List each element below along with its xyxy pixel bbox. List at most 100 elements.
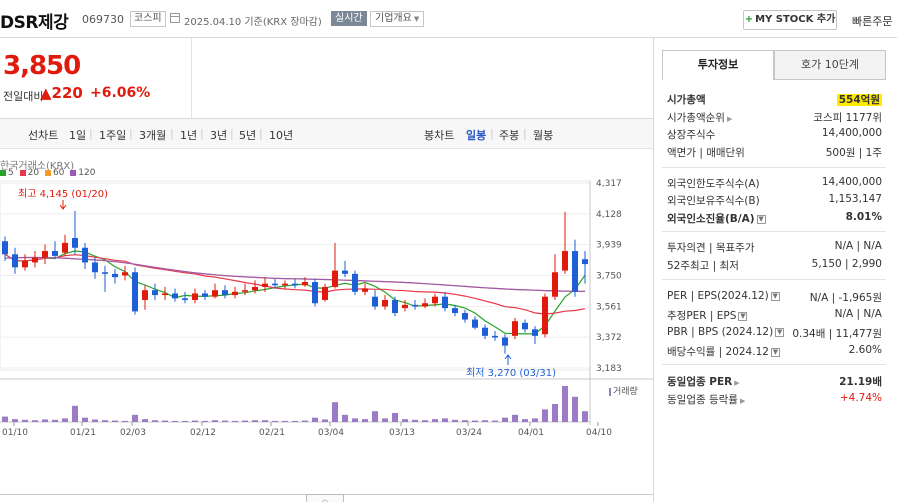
period-1y[interactable]: 1년 — [180, 129, 198, 142]
section-divider — [662, 279, 886, 280]
candle-body — [522, 322, 528, 330]
info-row: 52주최고 | 최저 5,150 | 2,990 — [662, 256, 886, 274]
help-icon[interactable]: ▼ — [770, 291, 780, 301]
info-row: 투자의견 | 목표주가 N/A | N/A — [662, 238, 886, 256]
info-value: 2.60% — [849, 344, 882, 356]
candle-body — [552, 272, 558, 297]
candle-series — [2, 211, 588, 354]
info-row: 동일업종 등락률 ▶ +4.74% — [662, 390, 886, 408]
line-chart-label: 선차트 — [28, 129, 59, 142]
market-badge: 코스피 — [130, 11, 166, 27]
candle-body — [212, 290, 218, 297]
add-mystock-button[interactable]: + MY STOCK 추가 — [743, 10, 837, 30]
info-label-text: PBR | BPS (2024.12) — [667, 326, 774, 338]
candle-body — [442, 296, 448, 309]
candle-monthly[interactable]: 월봉 — [533, 129, 554, 142]
candle-body — [542, 296, 548, 335]
candle-body — [72, 237, 78, 248]
period-3m[interactable]: 3개월 — [139, 129, 167, 142]
volume-bar — [32, 420, 38, 422]
company-info-button[interactable]: 기업개요 ▼ — [370, 11, 425, 27]
candle-body — [32, 257, 38, 263]
chart-annotations: 최고 4,145 (01/20) 최저 3,270 (03/31) — [18, 188, 556, 379]
tab-investment-info[interactable]: 투자정보 — [662, 50, 774, 80]
info-label-text: 외국인보유주식수(B) — [667, 195, 760, 207]
volume-swatch — [609, 387, 611, 396]
company-info-label: 기업개요 — [375, 13, 412, 24]
stock-chart[interactable]: 4,317 4,128 3,939 3,750 3,561 3,372 3,183 01/1… — [0, 160, 653, 440]
help-icon[interactable]: ▼ — [738, 311, 748, 321]
y-tick-label: 3,183 — [596, 364, 622, 374]
volume-bar — [402, 419, 408, 422]
help-icon[interactable]: ▼ — [770, 347, 780, 357]
high-annotation: 최고 4,145 (01/20) — [18, 188, 108, 200]
price-summary: 3,850 전일대비 ▲220 +6.06% — [0, 38, 192, 118]
expand-handle[interactable]: ︿ — [306, 494, 344, 502]
x-axis-ticks: 01/10 01/21 02/03 02/12 02/21 03/04 03/13 03/24… — [2, 422, 612, 438]
info-row: 동일업종 PER ▶ 21.19배 — [662, 372, 886, 390]
period-1d[interactable]: 1일 — [69, 129, 87, 142]
volume-bar — [472, 420, 478, 422]
candle-body — [562, 251, 568, 271]
realtime-button[interactable]: 실시간 — [331, 11, 367, 26]
volume-bar — [522, 419, 528, 422]
period-3y[interactable]: 3년 — [210, 129, 228, 142]
volume-bar — [282, 420, 288, 422]
info-row: 배당수익률 | 2024.12 ▼ 2.60% — [662, 342, 886, 360]
chevron-up-icon: ︿ — [321, 495, 329, 502]
period-5y[interactable]: 5년 — [239, 129, 257, 142]
candle-body — [262, 283, 268, 287]
info-value: N/A | N/A — [835, 308, 882, 320]
period-10y[interactable]: 10년 — [269, 129, 294, 142]
separator: | — [230, 127, 234, 140]
ma60-swatch — [44, 169, 51, 176]
help-icon[interactable]: ▼ — [756, 214, 766, 224]
ma20-swatch — [19, 169, 26, 176]
x-tick-label: 02/21 — [259, 428, 285, 438]
candle-body — [402, 304, 408, 309]
candle-body — [282, 283, 288, 286]
volume-bar — [302, 420, 308, 422]
info-value-text: 21.19배 — [839, 376, 882, 388]
volume-bar — [262, 420, 268, 422]
info-value: 21.19배 — [839, 374, 882, 389]
info-label: PBR | BPS (2024.12) ▼ — [667, 326, 785, 338]
candle-body — [342, 270, 348, 274]
info-label[interactable]: 동일업종 PER ▶ — [667, 374, 740, 389]
candle-body — [272, 283, 278, 286]
ma20-label: 20 — [27, 168, 40, 178]
candle-body — [62, 242, 68, 253]
help-icon[interactable]: ▼ — [775, 327, 785, 337]
period-1w[interactable]: 1주일 — [99, 129, 127, 142]
y-axis-ticks: 4,317 4,128 3,939 3,750 3,561 3,372 3,183 — [596, 179, 622, 374]
volume-bar — [142, 419, 148, 422]
info-label-text: 동일업종 PER — [667, 376, 733, 388]
volume-bar — [292, 420, 298, 422]
info-label[interactable]: 시가총액순위 ▶ — [667, 110, 732, 125]
info-row: 상장주식수 14,400,000 — [662, 125, 886, 143]
candle-body — [362, 288, 368, 292]
candle-chart-label: 봉차트 — [424, 129, 455, 142]
info-label-text: 추정PER | EPS — [667, 310, 737, 322]
tab-order-book[interactable]: 호가 10단계 — [774, 50, 886, 80]
volume-bar — [312, 417, 318, 422]
chevron-right-icon: ▶ — [734, 379, 740, 387]
info-value-text: 코스피 1177위 — [813, 112, 882, 124]
candle-weekly[interactable]: 주봉 — [499, 129, 520, 142]
info-label-text: 상장주식수 — [667, 129, 716, 141]
info-value-text: 2.60% — [848, 344, 882, 356]
quick-order-button[interactable]: 빠른주문 — [852, 15, 893, 28]
candle-body — [132, 272, 138, 312]
info-value: N/A | N/A — [835, 240, 882, 252]
candle-body — [422, 303, 428, 307]
plus-icon: + — [744, 14, 754, 25]
info-value-text: 500원 | 1주 — [825, 147, 882, 159]
candle-daily[interactable]: 일봉 — [466, 129, 487, 142]
volume-bar — [22, 419, 28, 422]
volume-bar — [422, 420, 428, 422]
volume-bar — [172, 420, 178, 422]
info-label: 외국인소진율(B/A) ▼ — [667, 211, 766, 226]
info-label[interactable]: 동일업종 등락률 ▶ — [667, 392, 745, 407]
candle-body — [332, 270, 338, 287]
chevron-right-icon: ▶ — [739, 397, 746, 405]
